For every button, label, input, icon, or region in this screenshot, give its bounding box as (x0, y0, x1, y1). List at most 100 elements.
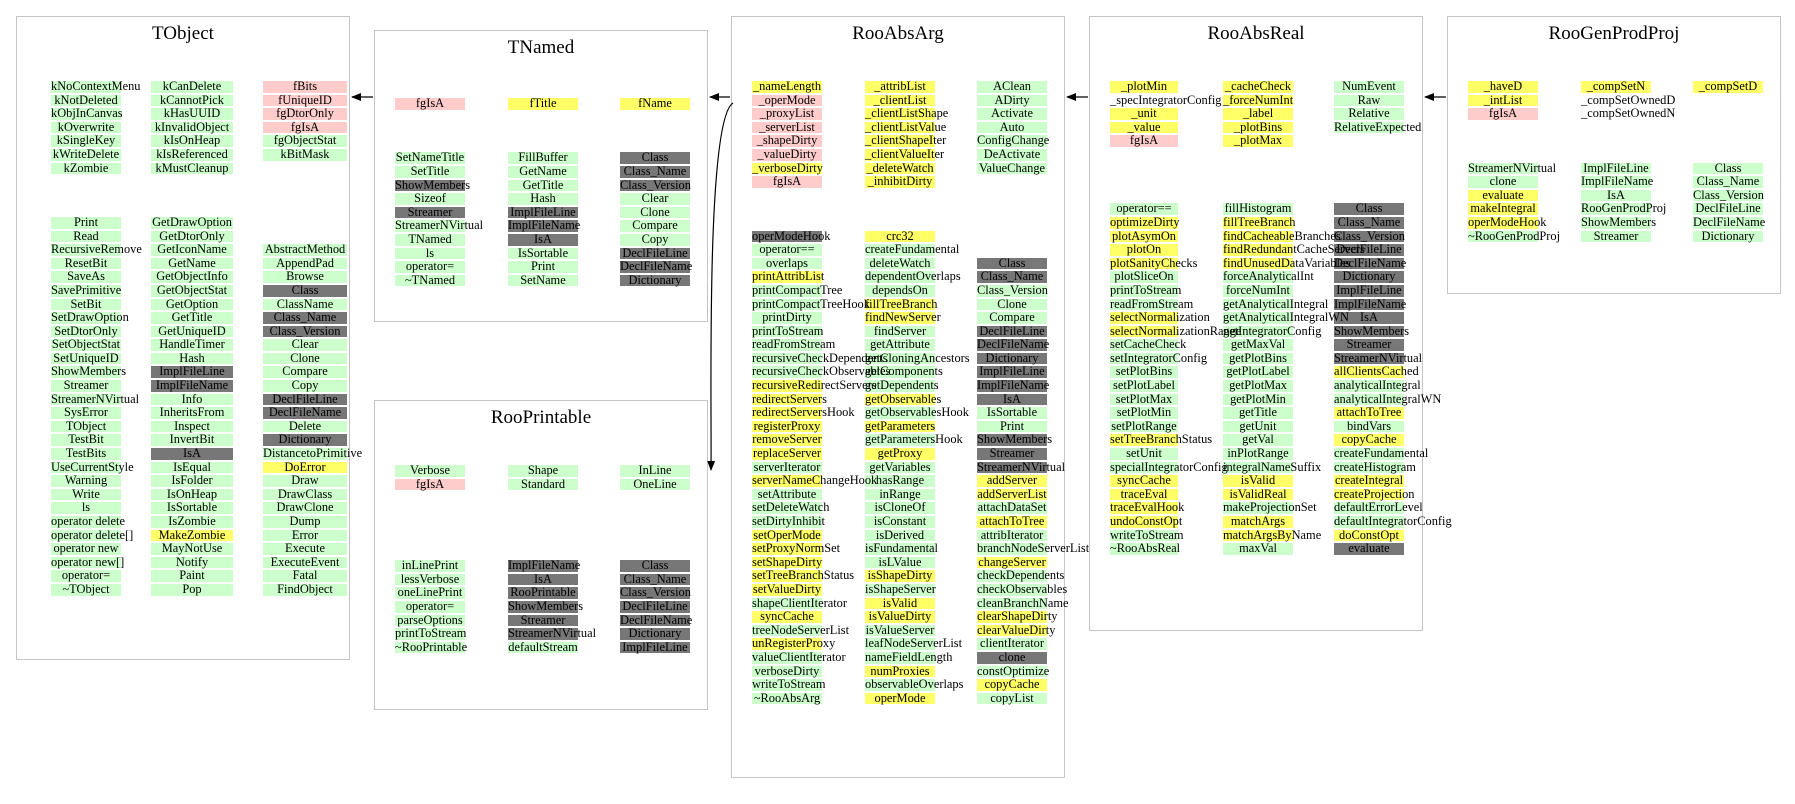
member-highlight (752, 148, 822, 161)
member-item: Raw (1334, 92, 1404, 108)
member-item: kObjInCanvas (51, 106, 123, 121)
member-label: ShowMembers (1334, 323, 1410, 338)
member-item: fName (620, 96, 690, 111)
member-label: printDirty (762, 310, 812, 325)
member-item: DeclFileName (620, 613, 692, 628)
member-label: maxVal (1239, 541, 1277, 556)
member-highlight (865, 434, 935, 447)
member-item: isValidReal (1223, 487, 1293, 502)
member-gap (752, 216, 822, 230)
member-label: NumEvent (1342, 79, 1396, 93)
member-highlight (865, 665, 935, 678)
member-item: findNewServer (865, 310, 941, 325)
member-item: printAttribList (752, 270, 824, 284)
member-column-2: kCanDelete kCannotPick kHasUUID kInvalidObj… (151, 79, 233, 597)
member-item: _label (1223, 106, 1293, 121)
member-label: ImplFileLine (1583, 160, 1649, 175)
member-item: matchArgsByName (1223, 528, 1321, 543)
member-item: Auto (977, 120, 1047, 135)
member-item: copyList (977, 691, 1047, 706)
member-item: Fatal (263, 569, 347, 583)
member-item: AClean (977, 79, 1047, 94)
member-item: _specIntegratorConfig (1110, 93, 1221, 108)
member-highlight (51, 81, 121, 93)
member-item: setShapeDirty (752, 555, 822, 570)
member-label: ImplFileLine (1336, 282, 1402, 297)
member-gap (395, 505, 465, 519)
member-item: ADirty (977, 93, 1047, 108)
member-item: printToStream (752, 324, 823, 339)
member-label: Raw (1357, 92, 1381, 107)
member-label: GetTitle (522, 177, 564, 192)
member-item: Clear (263, 337, 347, 352)
member-item: doConstOpt (1334, 528, 1404, 543)
member-item: plotSanityChecks (1110, 256, 1197, 271)
member-label: UseCurrentStyle (51, 459, 134, 474)
member-highlight (51, 135, 121, 147)
member-label: fgObjectStat (273, 133, 337, 148)
member-label: defaultIntegratorConfig (1334, 514, 1452, 528)
member-highlight (1223, 434, 1293, 447)
member-highlight (620, 641, 690, 654)
member-item: Class (977, 256, 1047, 271)
member-label: parseOptions (397, 612, 463, 627)
member-item: Streamer (1334, 337, 1404, 352)
member-label: Read (73, 228, 99, 243)
member-item: UseCurrentStyle (51, 460, 134, 475)
member-label: Class_Name (1337, 214, 1401, 229)
member-column-2: _cacheCheck _forceNumInt _label _plotBins _p… (1223, 79, 1365, 556)
member-highlight (51, 230, 121, 243)
member-label: _inhibitDirty (867, 174, 933, 189)
member-highlight (620, 261, 690, 273)
member-item: ls (51, 501, 121, 515)
member-item: RelativeExpected (1334, 120, 1421, 135)
member-label: DoError (284, 459, 326, 474)
member-item: fgObjectStat (263, 134, 347, 148)
member-highlight (263, 81, 347, 93)
member-highlight (752, 556, 822, 569)
member-label: GetUniqueID (158, 323, 226, 338)
member-item: removeServer (752, 433, 822, 447)
member-highlight (1334, 271, 1404, 283)
member-label: Dictionary (628, 626, 682, 641)
member-label: AppendPad (276, 255, 334, 270)
member-label: numProxies (870, 663, 930, 678)
member-item: Class_Name (1693, 174, 1763, 189)
member-highlight (620, 274, 690, 287)
member-item: Activate (977, 106, 1047, 121)
member-label: createIntegral (1334, 473, 1404, 488)
member-item: attachToTree (977, 514, 1047, 529)
member-label: Fatal (292, 568, 318, 583)
member-highlight (1110, 461, 1178, 474)
member-label: operator== (759, 242, 815, 257)
member-label: Dictionary (985, 350, 1039, 365)
member-label: ~RooGenProdProj (1468, 228, 1561, 243)
member-highlight (977, 148, 1047, 161)
member-highlight (1334, 420, 1404, 433)
member-highlight (865, 624, 935, 637)
member-highlight (1468, 176, 1538, 188)
member-item: _plotMin (1110, 79, 1178, 94)
member-label: matchArgs (1230, 514, 1286, 528)
member-highlight (151, 407, 233, 419)
member-item: serverIterator (752, 460, 822, 475)
member-label: inPlotRange (1227, 446, 1289, 461)
member-highlight (865, 516, 935, 528)
member-item: IsA (508, 232, 578, 247)
member-highlight (151, 325, 233, 338)
member-highlight (51, 583, 121, 596)
member-item: _nameLength (752, 79, 822, 94)
member-item: ImplFileName (1581, 174, 1653, 189)
member-item: SavePrimitive (51, 283, 121, 298)
member-highlight (865, 570, 935, 582)
member-label: Dictionary (628, 272, 682, 287)
member-column-3: fBits fUniqueID fgDtorOnly fgIsA fgObjectSta… (263, 79, 362, 597)
member-label: getPlotMax (1229, 378, 1287, 393)
member-highlight (51, 257, 121, 270)
member-label: Class (641, 558, 669, 573)
member-highlight (263, 583, 347, 596)
member-highlight (395, 641, 465, 654)
member-highlight (151, 352, 233, 365)
member-item: getIntegratorConfig (1223, 324, 1321, 339)
member-item: Dump (263, 514, 347, 529)
